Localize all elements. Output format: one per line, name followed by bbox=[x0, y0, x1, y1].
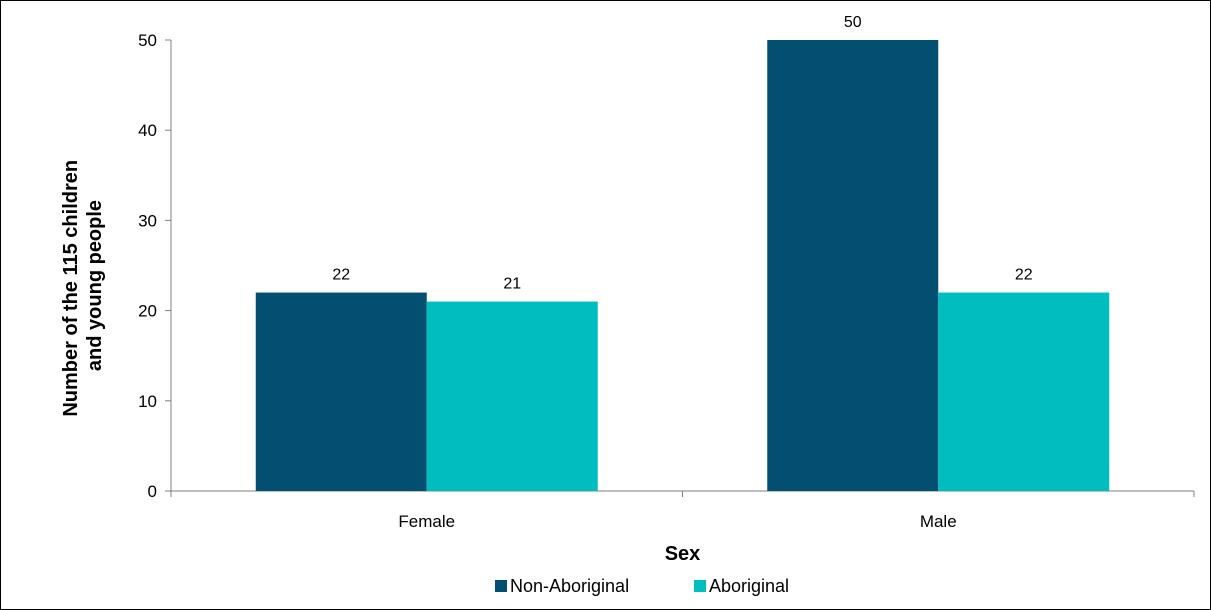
y-tick-label: 30 bbox=[138, 211, 157, 230]
x-axis: Female Male bbox=[170, 490, 1195, 531]
y-tick-label: 50 bbox=[138, 31, 157, 50]
legend-swatch-aboriginal bbox=[694, 580, 706, 592]
y-axis-title: Number of the 115 children and young peo… bbox=[60, 154, 106, 416]
bar-non-aboriginal-male bbox=[767, 40, 939, 491]
data-label-non-aboriginal-female: 22 bbox=[332, 267, 350, 284]
data-label-aboriginal-male: 22 bbox=[1015, 267, 1033, 284]
x-tick-label-male: Male bbox=[920, 512, 957, 531]
y-axis-title-line-1: Number of the 115 children bbox=[60, 160, 82, 417]
y-axis-title-line-2: and young people bbox=[84, 200, 106, 371]
y-tick-label: 10 bbox=[138, 392, 157, 411]
y-tick-label: 20 bbox=[138, 302, 157, 321]
legend-label-non-aboriginal: Non-Aboriginal bbox=[510, 576, 629, 596]
legend-swatch-non-aboriginal bbox=[495, 580, 507, 592]
data-label-aboriginal-female: 21 bbox=[503, 276, 521, 293]
bar-aboriginal-female bbox=[426, 301, 598, 491]
y-tick-label: 40 bbox=[138, 121, 157, 140]
legend-label-aboriginal: Aboriginal bbox=[709, 576, 789, 596]
legend: Non-Aboriginal Aboriginal bbox=[495, 576, 789, 596]
y-tick-label: 0 bbox=[148, 482, 157, 501]
y-axis: 0 10 20 30 40 50 bbox=[138, 31, 172, 501]
data-labels: 22 21 50 22 bbox=[332, 14, 1032, 293]
data-label-non-aboriginal-male: 50 bbox=[844, 14, 862, 31]
x-tick-label-female: Female bbox=[398, 512, 455, 531]
bar-aboriginal-male bbox=[938, 292, 1110, 491]
bar-non-aboriginal-female bbox=[255, 292, 427, 491]
bars bbox=[255, 40, 1110, 491]
x-axis-title: Sex bbox=[665, 543, 701, 565]
